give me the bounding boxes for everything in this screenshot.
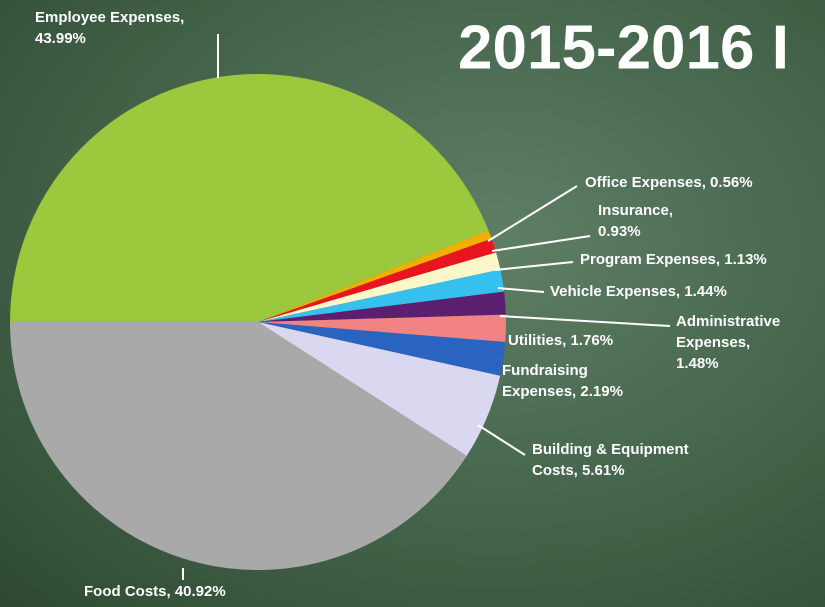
data-label: Program Expenses, 1.13% bbox=[580, 251, 767, 268]
data-label: 0.93% bbox=[598, 223, 641, 240]
pie-slice bbox=[10, 322, 467, 570]
pie-slice bbox=[258, 230, 492, 322]
pie-slice bbox=[258, 322, 506, 376]
leader-line bbox=[499, 315, 671, 327]
leader-line bbox=[477, 424, 526, 456]
data-label: Administrative bbox=[676, 313, 780, 330]
data-label: Food Costs, 40.92% bbox=[84, 583, 226, 600]
pie-slice bbox=[258, 314, 506, 342]
data-label: Employee Expenses, bbox=[35, 9, 184, 26]
leader-line bbox=[497, 287, 545, 293]
data-label: Costs, 5.61% bbox=[532, 462, 625, 479]
leader-line bbox=[494, 261, 574, 271]
data-label: Expenses, 2.19% bbox=[502, 383, 623, 400]
data-label: 1.48% bbox=[676, 355, 719, 372]
data-label: Fundraising bbox=[502, 362, 588, 379]
data-label: Office Expenses, 0.56% bbox=[585, 174, 753, 191]
data-label: Building & Equipment bbox=[532, 441, 689, 458]
pie-slice bbox=[10, 73, 489, 322]
data-label: Expenses, bbox=[676, 334, 750, 351]
leader-line bbox=[491, 235, 591, 252]
pie-slice bbox=[258, 322, 501, 456]
pie-slice bbox=[258, 269, 505, 322]
pie-slice bbox=[258, 252, 501, 322]
data-label: Insurance, bbox=[598, 202, 673, 219]
chart-title: 2015-2016 I bbox=[458, 13, 789, 82]
data-label: 43.99% bbox=[35, 30, 86, 47]
leader-line bbox=[487, 185, 578, 242]
data-label: Utilities, 1.76% bbox=[508, 332, 613, 349]
pie-slice bbox=[258, 238, 497, 322]
data-label: Vehicle Expenses, 1.44% bbox=[550, 283, 727, 300]
pie-slice bbox=[258, 291, 506, 322]
